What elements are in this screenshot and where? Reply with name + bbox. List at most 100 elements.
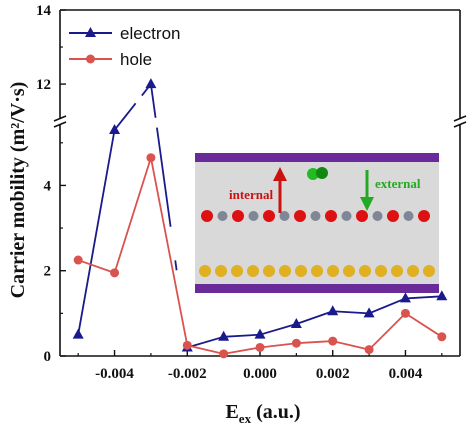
lower-atom: [311, 265, 323, 277]
series-segment-hole: [223, 346, 261, 355]
legend-hole-label: hole: [120, 50, 152, 69]
series-layer: [72, 78, 448, 359]
lower-atom: [423, 265, 435, 277]
y-tick-label: 14: [36, 3, 52, 19]
green-molecule-atom: [316, 167, 328, 179]
data-point-hole: [73, 255, 83, 265]
upper-atom: [279, 211, 290, 221]
legend: electron hole: [69, 24, 180, 69]
x-axis-label-main: E: [225, 401, 238, 423]
x-axis-label-subscript: ex: [239, 411, 252, 426]
upper-atom: [217, 211, 228, 221]
series-segment-electron: [187, 335, 224, 349]
series-segment-electron: [223, 333, 261, 338]
upper-atom: [232, 210, 244, 222]
lower-atom: [375, 265, 387, 277]
x-tick-label: 0.004: [389, 366, 423, 382]
data-point-hole: [364, 345, 374, 355]
y-tick-label: 4: [44, 178, 52, 194]
series-segment-hole: [150, 157, 189, 346]
inset-external-label: external: [375, 176, 421, 191]
data-point-electron: [109, 124, 121, 134]
series-segment-electron: [368, 297, 406, 315]
lower-atom: [199, 265, 211, 277]
lower-atom: [407, 265, 419, 277]
lower-atom: [327, 265, 339, 277]
series-segment-hole: [296, 340, 333, 345]
data-point-hole: [110, 268, 120, 278]
lower-atom: [215, 265, 227, 277]
series-segment-electron: [332, 310, 370, 315]
x-tick-label: 0.002: [316, 366, 350, 382]
data-point-hole: [255, 342, 265, 352]
axis-break-mark: [53, 121, 67, 128]
series-segment-hole: [187, 344, 224, 355]
upper-atom: [372, 211, 383, 221]
upper-atom: [310, 211, 321, 221]
x-axis-label: Eex (a.u.): [225, 401, 300, 426]
green-molecule-atom: [307, 168, 319, 180]
upper-atom: [403, 211, 414, 221]
data-point-electron: [327, 305, 339, 316]
legend-electron-label: electron: [120, 24, 180, 43]
upper-atom: [387, 210, 399, 222]
upper-layer-atoms: [201, 210, 430, 222]
inset-bottom-plate: [195, 284, 439, 293]
structure-inset: internal external: [195, 153, 439, 293]
lower-layer-atoms: [199, 265, 435, 277]
lower-atom: [343, 265, 355, 277]
series-segment-hole: [332, 340, 370, 351]
data-point-hole: [146, 153, 156, 163]
upper-atom: [248, 211, 259, 221]
y-tick-label: 12: [36, 77, 51, 93]
lower-atom: [359, 265, 371, 277]
data-point-electron: [72, 328, 84, 339]
inset-top-plate: [195, 153, 439, 162]
data-point-electron: [290, 318, 302, 329]
axes: -0.004 -0.002 0.000 0.002 0.004 0 2 4 12 14: [36, 3, 467, 382]
series-segment-hole: [77, 259, 115, 274]
upper-atom: [356, 210, 368, 222]
data-point-hole: [182, 340, 192, 350]
y-tick-label: 0: [44, 349, 52, 365]
data-point-electron: [254, 328, 266, 339]
legend-hole-marker: [86, 54, 95, 64]
lower-atom: [247, 265, 259, 277]
upper-atom: [341, 211, 352, 221]
data-point-electron: [399, 292, 411, 303]
series-segment-electron: [150, 83, 189, 348]
lower-atom: [391, 265, 403, 277]
lower-atom: [263, 265, 275, 277]
data-point-electron: [436, 290, 448, 301]
series-segment-electron: [77, 129, 116, 335]
lower-atom: [295, 265, 307, 277]
axis-break-mark: [453, 121, 467, 128]
series-segment-electron: [113, 83, 152, 131]
internal-arrow-head: [273, 167, 287, 181]
upper-atom: [263, 210, 275, 222]
legend-electron-marker: [85, 27, 96, 37]
y-axis-label: Carrier mobility (m²/V·s): [7, 82, 29, 299]
series-segment-electron: [259, 323, 297, 336]
data-point-hole: [291, 338, 301, 348]
data-point-hole: [400, 308, 410, 318]
series-segment-electron: [405, 295, 442, 300]
data-point-hole: [219, 349, 229, 359]
series-segment-hole: [259, 342, 297, 349]
axis-break-mark: [53, 115, 67, 122]
series-segment-hole: [404, 312, 443, 338]
external-arrow-head: [360, 197, 374, 211]
upper-atom: [418, 210, 430, 222]
y-tick-label: 2: [44, 264, 52, 280]
data-point-electron: [363, 307, 375, 318]
upper-atom: [325, 210, 337, 222]
data-point-hole: [328, 336, 338, 346]
series-segment-hole: [368, 312, 407, 351]
x-axis-label-units: (a.u.): [251, 401, 300, 423]
data-point-hole: [437, 332, 447, 342]
lower-atom: [279, 265, 291, 277]
upper-atom: [294, 210, 306, 222]
series-segment-electron: [296, 310, 334, 325]
upper-atom: [201, 210, 213, 222]
